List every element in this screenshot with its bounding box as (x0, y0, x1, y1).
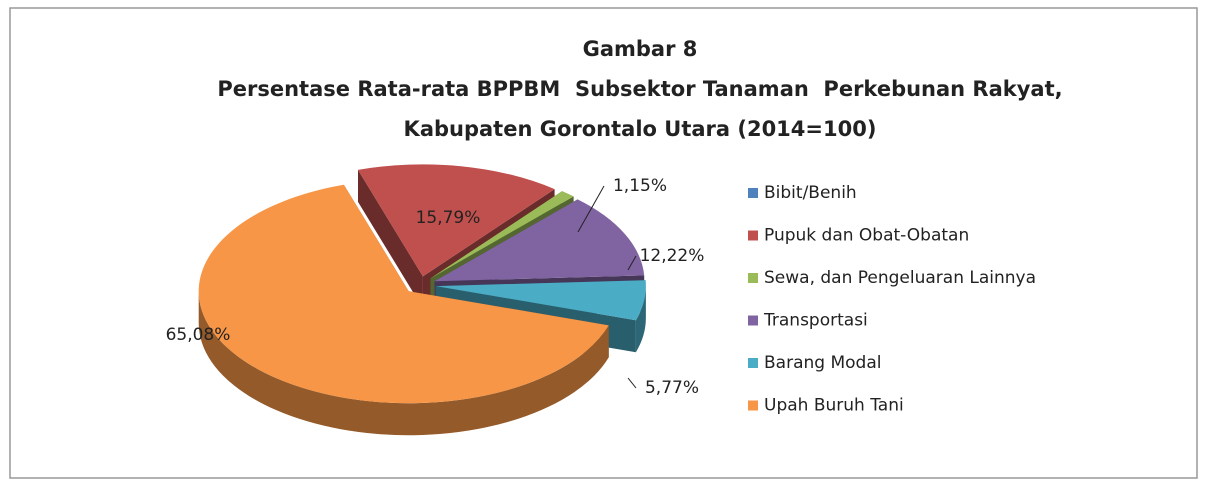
data-label: 65,08% (166, 325, 231, 345)
pie-slice (198, 184, 609, 404)
pie-slice (430, 191, 574, 279)
chart-title: Kabupaten Gorontalo Utara (2014=100) (404, 117, 877, 141)
chart-title: Persentase Rata-rata BPPBM Subsektor Tan… (217, 77, 1062, 101)
pie-slice (358, 164, 555, 277)
slice-side (198, 291, 609, 436)
leader-line (627, 255, 637, 271)
slice-side (635, 286, 646, 353)
chart-title: Gambar 8 (583, 37, 698, 61)
legend-swatch (748, 358, 758, 368)
leader-line (627, 377, 637, 389)
pie-slice (434, 199, 645, 282)
data-label: 5,77% (645, 378, 699, 398)
pie-slice (435, 280, 646, 321)
legend-label: Upah Buruh Tani (764, 396, 904, 416)
leader-line (577, 185, 605, 233)
legend-label: Barang Modal (764, 353, 881, 373)
legend-swatch (748, 400, 758, 411)
legend-swatch (748, 273, 758, 283)
legend-swatch (748, 188, 758, 198)
slice-side (358, 169, 423, 309)
data-label: 15,79% (416, 208, 481, 228)
legend-label: Transportasi (763, 311, 868, 331)
data-label: 12,22% (640, 246, 705, 266)
legend-label: Sewa, dan Pengeluaran Lainnya (764, 268, 1036, 288)
legend-label: Pupuk dan Obat-Obatan (764, 226, 969, 246)
legend-swatch (748, 315, 758, 326)
legend-label: Bibit/Benih (764, 183, 857, 203)
legend-swatch (748, 230, 758, 241)
data-label: 1,15% (613, 176, 667, 196)
